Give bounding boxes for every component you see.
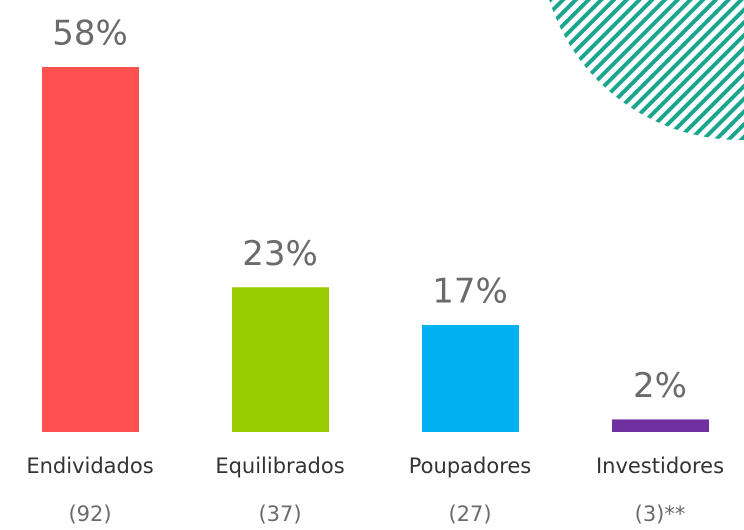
value-label: 17% bbox=[432, 272, 508, 312]
bar bbox=[42, 67, 139, 432]
value-label: 23% bbox=[242, 234, 318, 274]
bar bbox=[422, 325, 519, 432]
category-label: Equilibrados bbox=[215, 454, 344, 478]
value-label: 58% bbox=[52, 14, 128, 54]
count-label: (27) bbox=[448, 502, 491, 526]
category-label: Poupadores bbox=[409, 454, 531, 478]
category-label: Investidores bbox=[596, 454, 724, 478]
bar bbox=[232, 287, 329, 432]
bar bbox=[612, 419, 709, 432]
decoration bbox=[549, 0, 744, 140]
count-label: (37) bbox=[258, 502, 301, 526]
category-label: Endividados bbox=[26, 454, 153, 478]
count-label: (92) bbox=[68, 502, 111, 526]
count-label: (3)** bbox=[635, 502, 686, 526]
value-label: 2% bbox=[633, 366, 687, 406]
